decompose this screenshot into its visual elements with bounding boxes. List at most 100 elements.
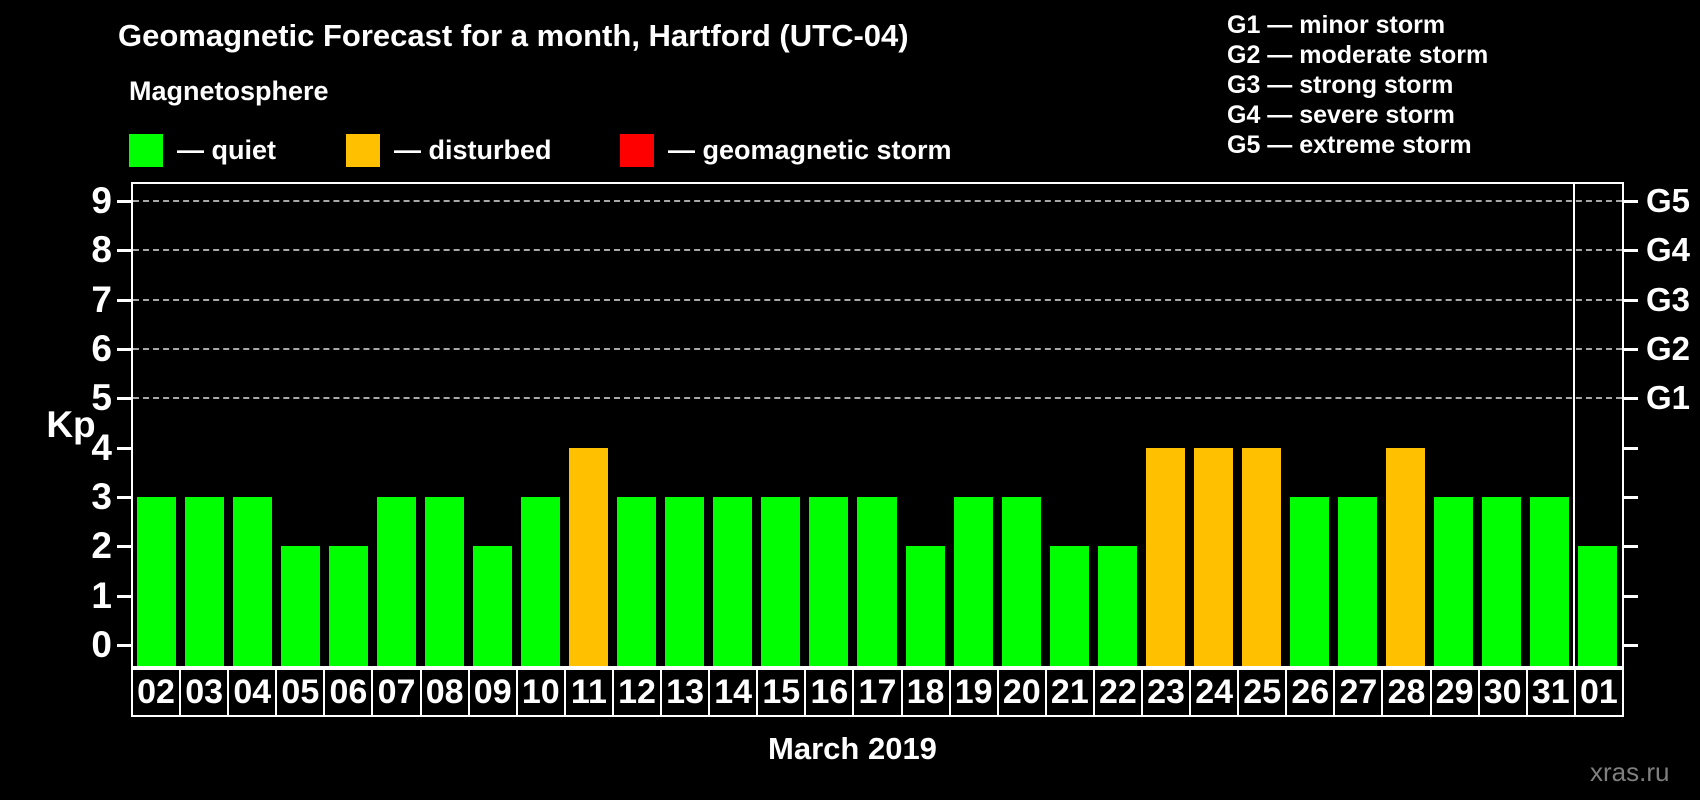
y-tick-left-0 [117,644,131,647]
legend-item-quiet: — quiet [129,134,276,167]
y-tick-left-1 [117,594,131,598]
geomagnetic-storm-color-swatch [620,134,654,167]
day-label-17: 17 [854,668,903,717]
day-label-02: 02 [131,668,182,717]
y-tick-right-2 [1624,545,1638,549]
y-tick-right-4 [1624,446,1638,450]
bar-day-12 [617,497,657,666]
legend-label-disturbed: — disturbed [394,135,552,165]
bar-day-19 [953,497,993,666]
y-axis-title: Kp [46,404,96,445]
y-tick-right-8 [1624,249,1638,253]
day-label-12: 12 [613,668,663,717]
bar-day-25 [1241,447,1281,666]
y-tick-label-8: 8 [91,229,112,271]
bar-day-14 [713,497,753,666]
bar-day-21 [1049,546,1089,666]
x-axis-day-strip: 02 03 04 05 06 07 08 09 10 11 12 13 14 15 16 17 18 19 20 21… [131,668,1624,717]
gridline-kp7 [133,298,1622,301]
bar-day-17 [857,497,897,666]
legend-label-quiet: — quiet [177,135,276,165]
gridline-kp5 [133,397,1622,400]
g-scale-label-g1: G1 [1646,379,1691,417]
bar-day-13 [665,497,705,666]
bar-day-24 [1193,447,1233,666]
y-tick-left-9 [117,200,131,204]
y-tick-label-7: 7 [91,278,112,320]
day-label-01: 01 [1575,668,1624,717]
y-tick-left-7 [117,298,131,302]
day-label-08: 08 [421,668,470,717]
day-label-13: 13 [662,668,711,717]
y-tick-label-5: 5 [91,377,112,419]
gridline-kp6 [133,348,1622,351]
bar-day-09 [473,546,513,666]
bar-day-26 [1289,497,1329,666]
quiet-color-swatch [129,134,163,167]
y-tick-right-7 [1624,298,1638,302]
day-label-11: 11 [565,668,614,717]
x-axis-title: March 2019 [768,731,937,766]
storm-scale-line-g5: G5 — extreme storm [1227,131,1472,159]
y-tick-label-2: 2 [91,525,112,567]
day-label-30: 30 [1479,668,1528,717]
g-scale-label-g3: G3 [1646,280,1691,318]
day-label-03: 03 [181,668,230,717]
y-tick-right-1 [1624,594,1638,598]
y-tick-left-6 [117,348,131,352]
bar-day-05 [281,546,321,666]
legend-item-disturbed: — disturbed [346,134,552,167]
gridline-kp8 [133,249,1622,252]
day-label-20: 20 [998,668,1047,717]
bar-day-02 [137,497,177,666]
bar-day-30 [1481,497,1521,666]
y-tick-left-2 [117,545,131,549]
storm-scale-line-g4: G4 — severe storm [1227,101,1455,129]
y-tick-label-6: 6 [91,328,112,370]
g-scale-label-g4: G4 [1646,231,1691,269]
day-label-09: 09 [469,668,518,717]
y-tick-left-4 [117,446,131,450]
bar-day-31 [1529,497,1569,666]
month-separator-line [1572,184,1575,666]
day-label-15: 15 [758,668,807,717]
disturbed-color-swatch [346,134,380,167]
bar-day-23 [1145,447,1185,666]
y-tick-label-0: 0 [91,624,112,665]
bar-day-10 [521,497,561,666]
day-label-22: 22 [1094,668,1143,717]
day-label-07: 07 [373,668,422,717]
bar-day-06 [329,546,369,666]
storm-scale-line-g1: G1 — minor storm [1227,11,1446,39]
gridline-kp9 [133,200,1622,203]
day-label-19: 19 [950,668,999,717]
day-label-26: 26 [1287,668,1336,717]
y-tick-right-9 [1624,200,1638,204]
day-label-05: 05 [277,668,326,717]
day-label-18: 18 [902,668,951,717]
bar-day-18 [905,546,945,666]
y-tick-right-5 [1624,397,1638,401]
day-label-28: 28 [1383,668,1432,717]
day-label-21: 21 [1046,668,1095,717]
legend-label-geomagnetic-storm: — geomagnetic storm [668,135,952,165]
g-scale-label-g5: G5 [1646,182,1691,220]
page-title: Geomagnetic Forecast for a month, Hartfo… [118,18,909,53]
bar-day-15 [761,497,801,666]
bar-day-27 [1337,497,1377,666]
y-tick-left-3 [117,496,131,499]
day-label-04: 04 [229,668,278,717]
y-tick-label-1: 1 [91,574,112,616]
y-tick-right-0 [1624,644,1638,647]
day-label-16: 16 [806,668,855,717]
magnetosphere-subtitle: Magnetosphere [129,76,329,106]
bar-day-22 [1097,546,1137,666]
day-label-06: 06 [325,668,374,717]
y-tick-right-3 [1624,496,1638,499]
y-tick-label-4: 4 [91,426,112,468]
day-label-27: 27 [1335,668,1384,717]
bar-day-28 [1385,447,1425,666]
day-label-29: 29 [1431,668,1480,717]
bar-day-11 [569,447,609,666]
